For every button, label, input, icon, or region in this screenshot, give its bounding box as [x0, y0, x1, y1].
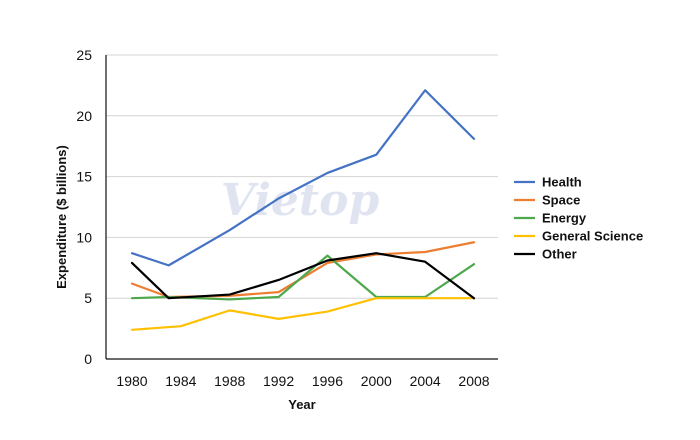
series-line-general-science	[130, 297, 476, 331]
legend-label-space: Space	[542, 193, 580, 208]
y-axis-title: Expenditure ($ billions)	[54, 145, 69, 289]
x-tick-label: 1996	[312, 373, 343, 389]
x-tick-label: 2004	[410, 373, 441, 389]
y-tick-label: 0	[84, 351, 92, 367]
legend-label-other: Other	[542, 247, 577, 262]
x-tick-label: 2000	[361, 373, 392, 389]
y-tick-label: 10	[76, 229, 92, 245]
legend: Health Space Energy General Science Other	[514, 175, 643, 262]
y-tick-label: 5	[84, 290, 92, 306]
x-tick-label: 1988	[214, 373, 245, 389]
x-axis-title: Year	[288, 397, 315, 412]
legend-label-general-science: General Science	[542, 229, 643, 244]
x-tick-label: 1980	[116, 373, 147, 389]
x-tick-label: 1992	[263, 373, 294, 389]
x-tick-label: 1984	[165, 373, 196, 389]
legend-label-health: Health	[542, 175, 582, 190]
series-line-other	[130, 252, 476, 300]
y-tick-labels: 0 5 10 15 20 25	[76, 47, 92, 367]
x-tick-labels: 1980 1984 1988 1992 1996 2000 2004 2008	[116, 373, 489, 389]
watermark-logo: Vietop	[221, 175, 380, 226]
legend-label-energy: Energy	[542, 211, 587, 226]
series-line-health	[130, 89, 476, 267]
y-tick-label: 20	[76, 108, 92, 124]
x-tick-label: 2008	[458, 373, 489, 389]
y-tick-label: 15	[76, 169, 92, 185]
series-lines	[130, 89, 476, 331]
y-tick-label: 25	[76, 47, 92, 63]
